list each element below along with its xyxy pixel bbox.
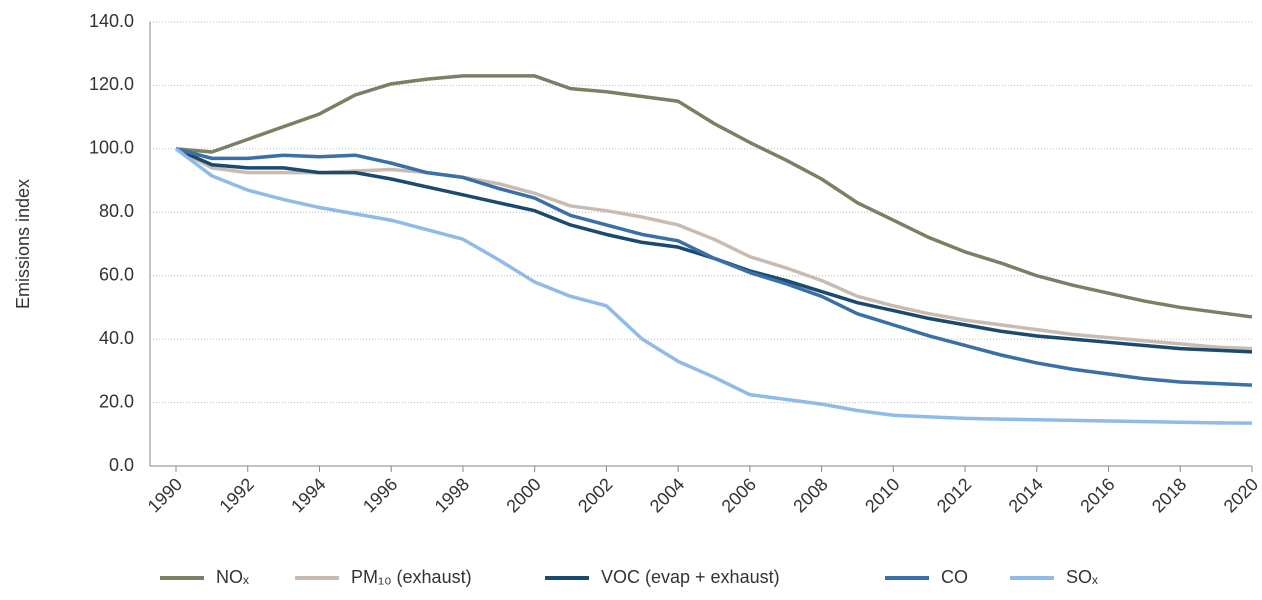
- y-tick-label: 40.0: [99, 328, 134, 348]
- y-tick-label: 20.0: [99, 391, 134, 411]
- y-tick-label: 140.0: [89, 11, 134, 31]
- x-tick-label: 2004: [646, 474, 688, 516]
- series-line: [175, 74, 1253, 319]
- y-tick-label: 100.0: [89, 138, 134, 158]
- y-tick-label: 0.0: [109, 455, 134, 475]
- x-tick-label: 2012: [933, 474, 975, 516]
- series-line: [175, 147, 1253, 354]
- y-tick-label: 60.0: [99, 264, 134, 284]
- x-tick-label: 2016: [1076, 474, 1118, 516]
- x-tick-label: 2010: [861, 474, 903, 516]
- x-tick-label: 2014: [1005, 474, 1047, 516]
- x-tick-label: 2006: [718, 474, 760, 516]
- x-tick-label: 1994: [287, 474, 329, 516]
- x-tick-label: 2008: [789, 474, 831, 516]
- legend-label: VOC (evap + exhaust): [601, 567, 780, 587]
- y-tick-label: 120.0: [89, 74, 134, 94]
- x-tick-label: 1990: [144, 474, 186, 516]
- x-tick-label: 2018: [1148, 474, 1190, 516]
- x-tick-label: 1996: [359, 474, 401, 516]
- legend-label: SOₓ: [1066, 567, 1098, 587]
- y-axis-label: Emissions index: [13, 179, 33, 309]
- x-tick-label: 2020: [1220, 474, 1262, 516]
- series-line: [175, 147, 1253, 351]
- series-line: [174, 147, 1253, 425]
- legend-label: PM₁₀ (exhaust): [351, 567, 472, 587]
- x-tick-label: 1992: [215, 474, 257, 516]
- x-tick-label: 1998: [431, 474, 473, 516]
- legend-label: CO: [941, 567, 968, 587]
- x-tick-label: 2002: [574, 474, 616, 516]
- series-line: [175, 147, 1253, 387]
- legend-label: NOₓ: [216, 567, 249, 587]
- y-tick-label: 80.0: [99, 201, 134, 221]
- x-tick-label: 2000: [502, 474, 544, 516]
